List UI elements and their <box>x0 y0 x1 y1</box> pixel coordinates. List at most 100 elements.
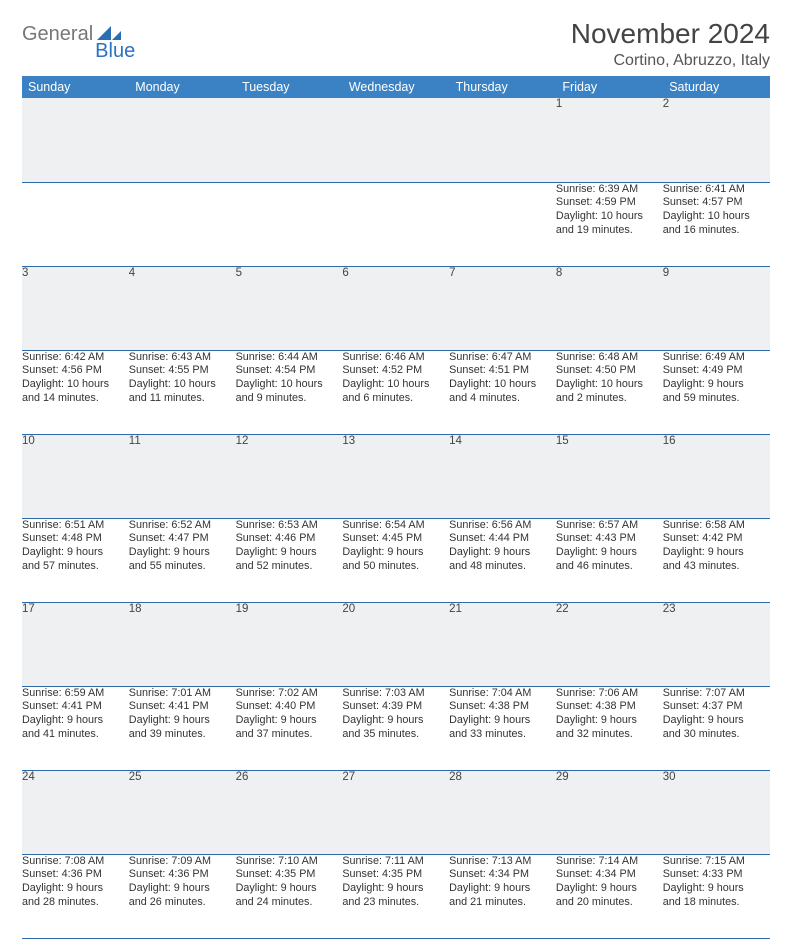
daylight-text: Daylight: 9 hours <box>556 714 663 728</box>
day-cell: Sunrise: 7:04 AMSunset: 4:38 PMDaylight:… <box>449 686 556 770</box>
day-cell: Sunrise: 6:51 AMSunset: 4:48 PMDaylight:… <box>22 518 129 602</box>
daylight-text: Daylight: 9 hours <box>129 882 236 896</box>
sunrise-text: Sunrise: 7:11 AM <box>342 855 449 869</box>
sunrise-text: Sunrise: 7:08 AM <box>22 855 129 869</box>
day-number <box>22 98 129 182</box>
sunset-text: Sunset: 4:59 PM <box>556 196 663 210</box>
daylight-text: Daylight: 10 hours <box>556 378 663 392</box>
weekday-header: Tuesday <box>236 76 343 98</box>
sunrise-text: Sunrise: 7:15 AM <box>663 855 770 869</box>
daylight-text: and 2 minutes. <box>556 392 663 406</box>
day-number: 10 <box>22 434 129 518</box>
page-title: November 2024 <box>571 18 770 50</box>
day-number: 20 <box>342 602 449 686</box>
day-number <box>342 98 449 182</box>
daylight-text: Daylight: 9 hours <box>663 714 770 728</box>
day-number: 16 <box>663 434 770 518</box>
daylight-text: Daylight: 9 hours <box>129 546 236 560</box>
daylight-text: and 21 minutes. <box>449 896 556 910</box>
daylight-text: and 57 minutes. <box>22 560 129 574</box>
day-cell: Sunrise: 7:13 AMSunset: 4:34 PMDaylight:… <box>449 854 556 938</box>
sunset-text: Sunset: 4:39 PM <box>342 700 449 714</box>
daylight-text: and 59 minutes. <box>663 392 770 406</box>
day-cell: Sunrise: 7:09 AMSunset: 4:36 PMDaylight:… <box>129 854 236 938</box>
daylight-text: Daylight: 9 hours <box>342 714 449 728</box>
sunrise-text: Sunrise: 7:07 AM <box>663 687 770 701</box>
sunset-text: Sunset: 4:50 PM <box>556 364 663 378</box>
daylight-text: and 52 minutes. <box>236 560 343 574</box>
sunset-text: Sunset: 4:37 PM <box>663 700 770 714</box>
daylight-text: Daylight: 10 hours <box>449 378 556 392</box>
daylight-text: and 4 minutes. <box>449 392 556 406</box>
sunrise-text: Sunrise: 7:14 AM <box>556 855 663 869</box>
weekday-header-row: Sunday Monday Tuesday Wednesday Thursday… <box>22 76 770 98</box>
sunset-text: Sunset: 4:55 PM <box>129 364 236 378</box>
daylight-text: and 55 minutes. <box>129 560 236 574</box>
day-cell <box>22 182 129 266</box>
day-number: 19 <box>236 602 343 686</box>
daylight-text: and 16 minutes. <box>663 224 770 238</box>
sunset-text: Sunset: 4:42 PM <box>663 532 770 546</box>
sunrise-text: Sunrise: 6:47 AM <box>449 351 556 365</box>
day-cell <box>449 182 556 266</box>
weekday-header: Friday <box>556 76 663 98</box>
daylight-text: and 48 minutes. <box>449 560 556 574</box>
daylight-text: Daylight: 9 hours <box>663 378 770 392</box>
daylight-text: Daylight: 9 hours <box>342 546 449 560</box>
day-number: 17 <box>22 602 129 686</box>
day-number: 6 <box>342 266 449 350</box>
sunset-text: Sunset: 4:41 PM <box>129 700 236 714</box>
daylight-text: Daylight: 10 hours <box>22 378 129 392</box>
weekday-header: Thursday <box>449 76 556 98</box>
daylight-text: and 9 minutes. <box>236 392 343 406</box>
daylight-text: and 37 minutes. <box>236 728 343 742</box>
daylight-text: and 50 minutes. <box>342 560 449 574</box>
daylight-text: Daylight: 9 hours <box>129 714 236 728</box>
daylight-text: and 32 minutes. <box>556 728 663 742</box>
sunrise-text: Sunrise: 7:02 AM <box>236 687 343 701</box>
sunset-text: Sunset: 4:41 PM <box>22 700 129 714</box>
sunset-text: Sunset: 4:49 PM <box>663 364 770 378</box>
daylight-text: Daylight: 9 hours <box>236 714 343 728</box>
daylight-text: and 20 minutes. <box>556 896 663 910</box>
sunrise-text: Sunrise: 6:54 AM <box>342 519 449 533</box>
location-text: Cortino, Abruzzo, Italy <box>571 52 770 70</box>
day-number <box>449 98 556 182</box>
sunrise-text: Sunrise: 7:01 AM <box>129 687 236 701</box>
sunset-text: Sunset: 4:35 PM <box>342 868 449 882</box>
daylight-text: and 11 minutes. <box>129 392 236 406</box>
day-cell: Sunrise: 7:10 AMSunset: 4:35 PMDaylight:… <box>236 854 343 938</box>
sunset-text: Sunset: 4:34 PM <box>556 868 663 882</box>
daylight-text: and 28 minutes. <box>22 896 129 910</box>
sunset-text: Sunset: 4:38 PM <box>556 700 663 714</box>
day-cell: Sunrise: 6:43 AMSunset: 4:55 PMDaylight:… <box>129 350 236 434</box>
day-cell: Sunrise: 6:57 AMSunset: 4:43 PMDaylight:… <box>556 518 663 602</box>
day-cell <box>129 182 236 266</box>
day-number: 26 <box>236 770 343 854</box>
day-cell: Sunrise: 7:07 AMSunset: 4:37 PMDaylight:… <box>663 686 770 770</box>
day-number: 1 <box>556 98 663 182</box>
daylight-text: Daylight: 9 hours <box>22 546 129 560</box>
brand-triangle-icon <box>97 26 121 40</box>
brand-word-2: Blue <box>95 40 135 63</box>
sunrise-text: Sunrise: 6:53 AM <box>236 519 343 533</box>
daylight-text: and 6 minutes. <box>342 392 449 406</box>
day-cell: Sunrise: 6:52 AMSunset: 4:47 PMDaylight:… <box>129 518 236 602</box>
daylight-text: Daylight: 10 hours <box>236 378 343 392</box>
daylight-text: and 35 minutes. <box>342 728 449 742</box>
day-number: 29 <box>556 770 663 854</box>
sunrise-text: Sunrise: 7:10 AM <box>236 855 343 869</box>
day-number: 22 <box>556 602 663 686</box>
day-number: 4 <box>129 266 236 350</box>
sunrise-text: Sunrise: 6:58 AM <box>663 519 770 533</box>
daylight-text: Daylight: 9 hours <box>663 546 770 560</box>
day-cell: Sunrise: 6:46 AMSunset: 4:52 PMDaylight:… <box>342 350 449 434</box>
daylight-text: and 18 minutes. <box>663 896 770 910</box>
sunrise-text: Sunrise: 7:06 AM <box>556 687 663 701</box>
day-body-row: Sunrise: 7:08 AMSunset: 4:36 PMDaylight:… <box>22 854 770 938</box>
daylight-text: Daylight: 9 hours <box>556 882 663 896</box>
day-number: 25 <box>129 770 236 854</box>
day-cell: Sunrise: 6:53 AMSunset: 4:46 PMDaylight:… <box>236 518 343 602</box>
header: General Blue November 2024 Cortino, Abru… <box>22 18 770 70</box>
day-cell: Sunrise: 6:54 AMSunset: 4:45 PMDaylight:… <box>342 518 449 602</box>
